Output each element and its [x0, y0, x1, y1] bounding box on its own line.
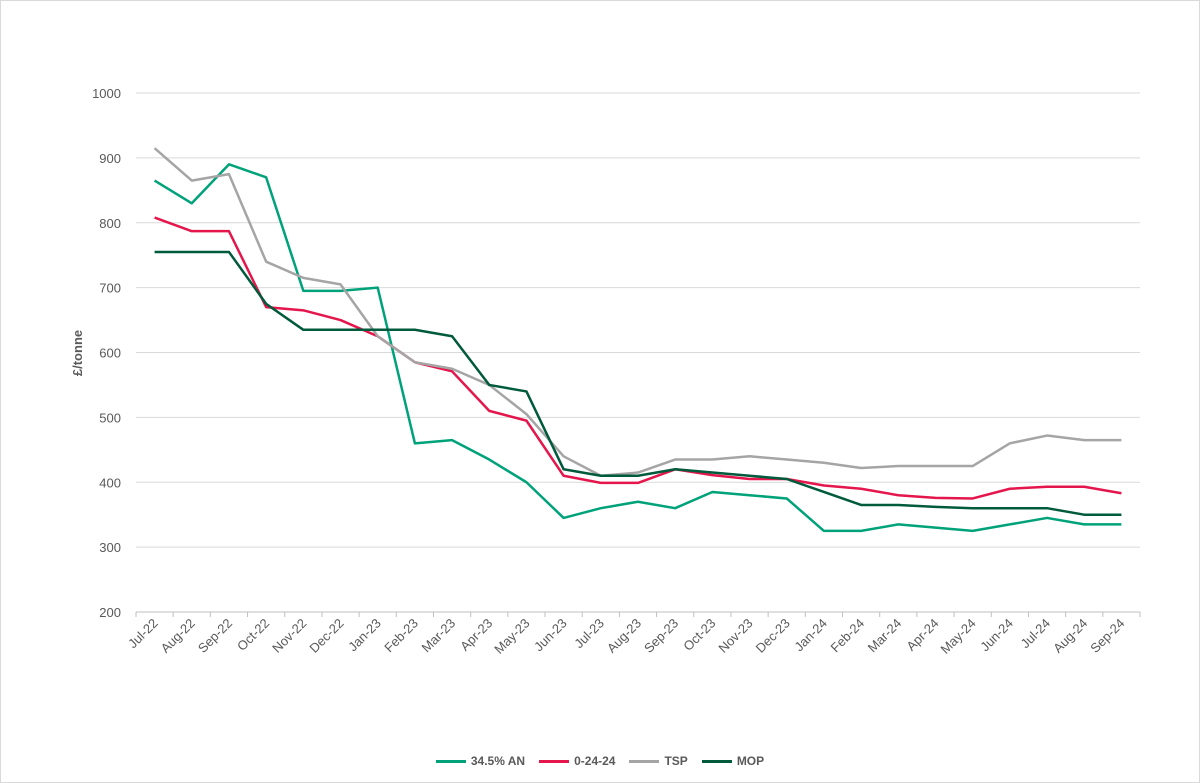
y-tick-label: 800: [99, 216, 121, 231]
x-tick-label: May-23: [491, 616, 532, 657]
y-tick-label: 600: [99, 346, 121, 361]
legend-swatch: [629, 759, 660, 763]
x-axis-ticks: Jul-22Aug-22Sep-22Oct-22Nov-22Dec-22Jan-…: [125, 612, 1141, 657]
y-tick-label: 300: [99, 540, 121, 555]
x-tick-label: Oct-22: [234, 616, 272, 654]
legend-item: 0-24-24: [539, 754, 615, 768]
legend-item: MOP: [701, 754, 765, 768]
legend-item: 34.5% AN: [435, 754, 526, 768]
x-tick-label: Feb-24: [827, 616, 867, 656]
legend: 34.5% AN 0-24-24 TSP MOP: [0, 754, 1200, 768]
legend-item: TSP: [629, 754, 688, 768]
series-lines: [153, 147, 1122, 533]
y-axis-label: £/tonne: [70, 330, 85, 376]
x-tick-label: Jun-24: [977, 616, 1016, 655]
x-tick-label: Aug-24: [1050, 616, 1090, 656]
x-tick-label: Mar-23: [418, 616, 458, 656]
y-tick-label: 500: [99, 410, 121, 425]
x-tick-label: Sep-22: [195, 616, 235, 656]
series-line-34-5-an: [153, 163, 1122, 533]
x-tick-label: Aug-22: [158, 616, 198, 656]
series-line-tsp: [153, 147, 1122, 478]
x-tick-label: Apr-23: [457, 616, 495, 654]
x-tick-label: Nov-22: [269, 616, 309, 656]
x-tick-label: Dec-22: [306, 616, 346, 656]
y-tick-label: 700: [99, 281, 121, 296]
y-axis-ticks: 200 300 400 500 600 700 800 900 1000: [92, 86, 121, 620]
x-tick-label: Apr-24: [903, 616, 941, 654]
legend-label: 0-24-24: [574, 754, 616, 768]
legend-label: 34.5% AN: [470, 754, 526, 768]
y-tick-label: 400: [99, 475, 121, 490]
legend-label: MOP: [736, 754, 765, 768]
x-tick-label: Jan-23: [345, 616, 384, 655]
x-tick-label: Mar-24: [865, 616, 905, 656]
x-tick-label: Jul-23: [571, 616, 607, 652]
x-tick-label: Sep-24: [1087, 616, 1127, 656]
series-line-mop: [154, 250, 1122, 516]
y-tick-label: 900: [99, 151, 121, 166]
x-tick-label: Sep-23: [641, 616, 681, 656]
x-tick-label: Oct-23: [680, 616, 718, 654]
x-tick-label: Jan-24: [791, 616, 830, 655]
x-tick-label: Jun-23: [531, 616, 570, 655]
x-tick-label: Jul-24: [1018, 616, 1054, 652]
x-tick-label: Dec-23: [753, 616, 793, 656]
legend-label: TSP: [664, 754, 688, 768]
x-tick-label: Feb-23: [381, 616, 421, 656]
y-tick-label: 1000: [92, 86, 121, 101]
x-tick-label: May-24: [938, 616, 979, 657]
y-tick-label: 200: [99, 605, 121, 620]
series-line-0-24-24: [154, 216, 1122, 500]
x-tick-label: Nov-23: [715, 616, 755, 656]
legend-swatch: [435, 759, 466, 763]
gridlines: [136, 92, 1140, 613]
legend-swatch: [539, 759, 570, 763]
x-tick-label: Aug-23: [604, 616, 644, 656]
x-tick-label: Jul-22: [125, 616, 161, 652]
legend-swatch: [701, 759, 732, 763]
